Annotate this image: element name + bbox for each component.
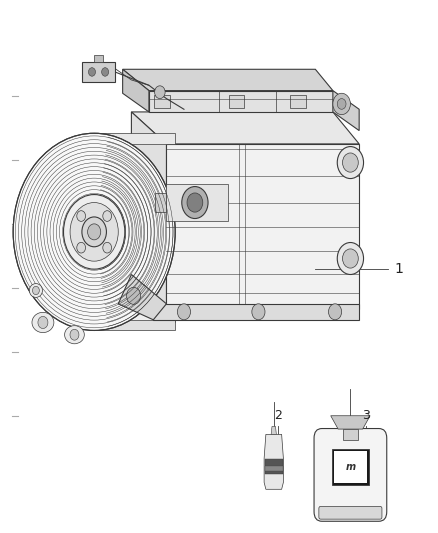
- FancyBboxPatch shape: [332, 449, 369, 485]
- Polygon shape: [94, 144, 175, 322]
- Text: m: m: [345, 462, 356, 472]
- Polygon shape: [264, 434, 283, 489]
- FancyBboxPatch shape: [290, 95, 306, 108]
- Circle shape: [102, 68, 109, 76]
- Circle shape: [32, 286, 39, 295]
- Circle shape: [333, 93, 350, 115]
- FancyBboxPatch shape: [229, 95, 244, 108]
- Circle shape: [252, 304, 265, 320]
- Polygon shape: [123, 69, 149, 112]
- Circle shape: [77, 243, 85, 253]
- FancyBboxPatch shape: [314, 429, 387, 521]
- Polygon shape: [82, 62, 115, 82]
- Polygon shape: [333, 91, 359, 131]
- Polygon shape: [123, 69, 333, 91]
- Text: 2: 2: [274, 409, 282, 422]
- Circle shape: [13, 133, 175, 330]
- Circle shape: [337, 243, 364, 274]
- Circle shape: [337, 99, 346, 109]
- Circle shape: [70, 203, 118, 261]
- Polygon shape: [265, 466, 283, 471]
- Ellipse shape: [32, 312, 54, 333]
- Polygon shape: [118, 274, 166, 320]
- Circle shape: [103, 211, 112, 221]
- Circle shape: [82, 217, 106, 247]
- Circle shape: [103, 243, 112, 253]
- Text: 3: 3: [362, 409, 370, 422]
- Circle shape: [88, 224, 101, 240]
- Circle shape: [177, 304, 191, 320]
- Circle shape: [88, 68, 95, 76]
- Circle shape: [64, 195, 125, 269]
- Ellipse shape: [29, 284, 42, 297]
- Circle shape: [337, 147, 364, 179]
- Polygon shape: [94, 320, 175, 330]
- Circle shape: [127, 287, 141, 304]
- Polygon shape: [153, 304, 359, 320]
- Polygon shape: [265, 459, 283, 474]
- Circle shape: [77, 211, 85, 221]
- Circle shape: [343, 153, 358, 172]
- Ellipse shape: [65, 326, 84, 344]
- Circle shape: [182, 187, 208, 219]
- Polygon shape: [131, 112, 166, 309]
- Circle shape: [187, 193, 203, 212]
- FancyBboxPatch shape: [334, 451, 367, 483]
- Polygon shape: [94, 55, 103, 62]
- Polygon shape: [131, 112, 359, 144]
- Polygon shape: [271, 426, 276, 434]
- Circle shape: [38, 317, 48, 328]
- Polygon shape: [166, 144, 359, 309]
- Polygon shape: [155, 193, 166, 212]
- Circle shape: [328, 304, 342, 320]
- FancyBboxPatch shape: [154, 95, 170, 108]
- FancyBboxPatch shape: [319, 506, 382, 519]
- Polygon shape: [343, 429, 358, 440]
- Text: 1: 1: [394, 262, 403, 276]
- Polygon shape: [331, 416, 370, 429]
- Circle shape: [70, 329, 79, 340]
- Polygon shape: [166, 184, 228, 221]
- Circle shape: [155, 86, 165, 99]
- Polygon shape: [149, 91, 333, 112]
- Circle shape: [343, 249, 358, 268]
- Polygon shape: [94, 133, 175, 144]
